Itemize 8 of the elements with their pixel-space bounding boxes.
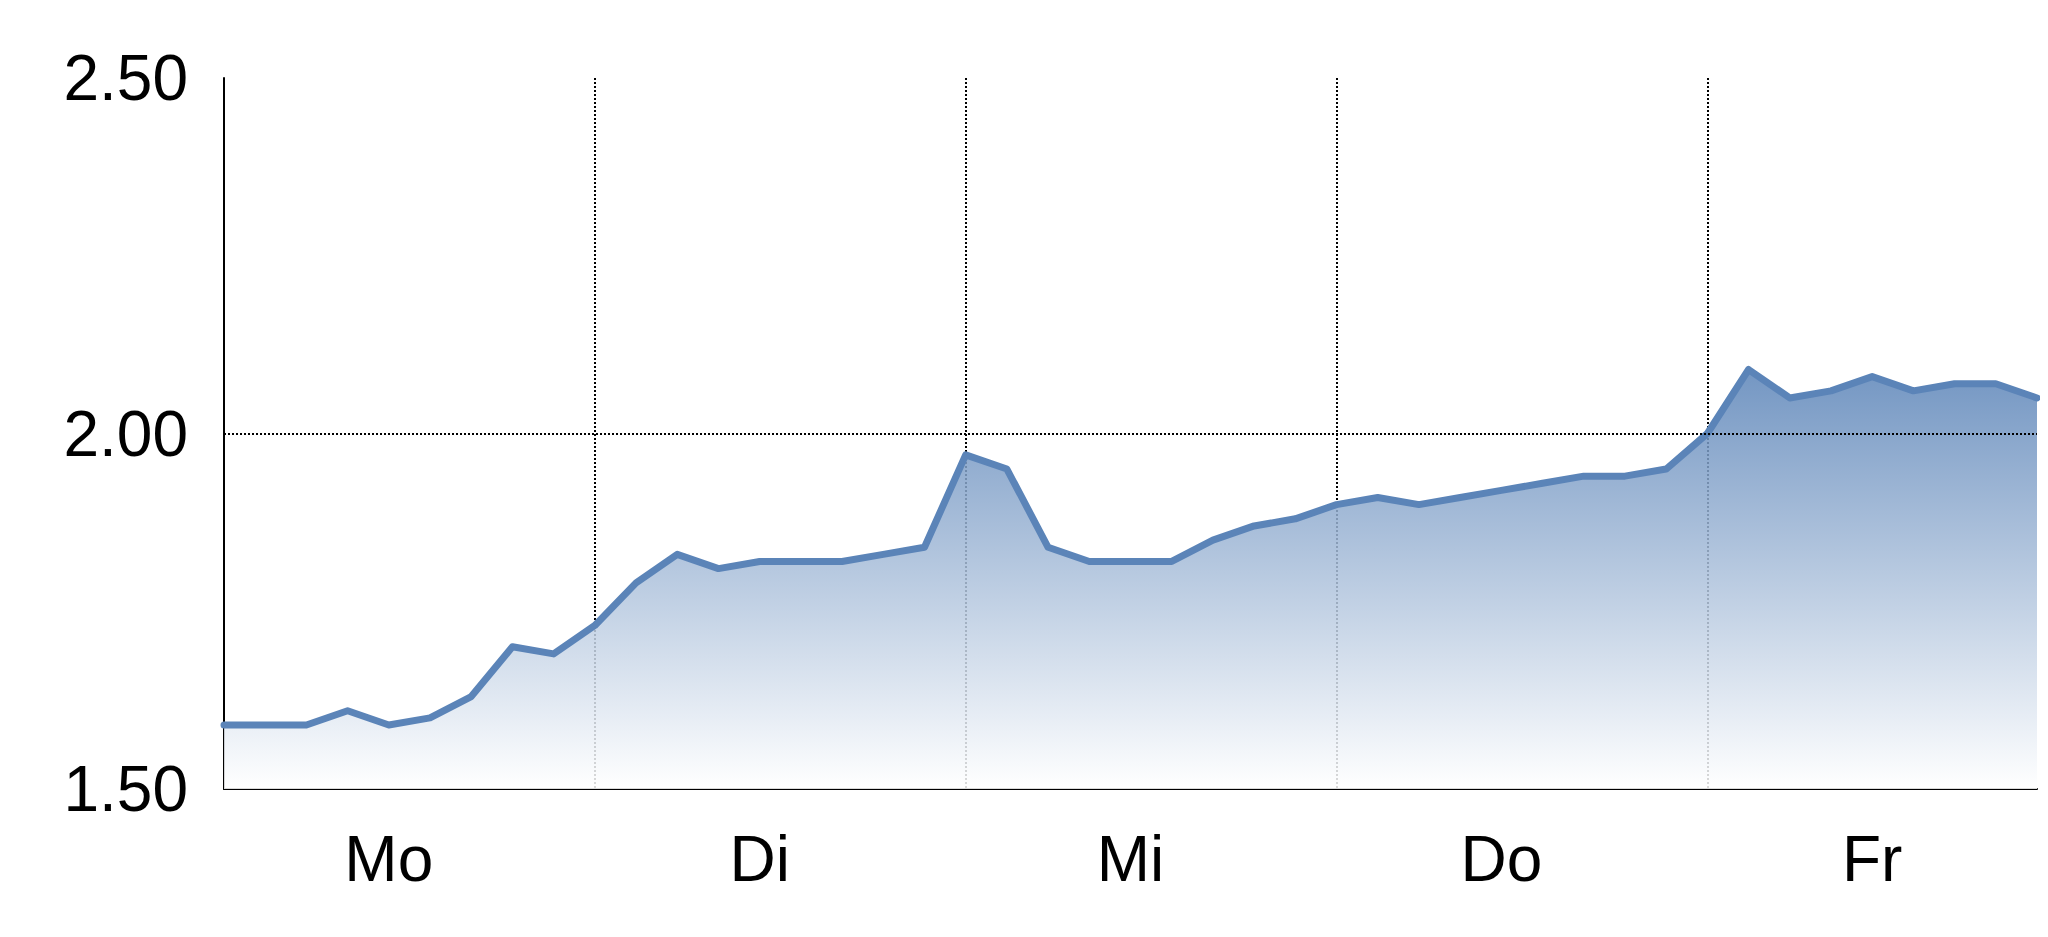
x-tick-label: Do	[1460, 823, 1543, 895]
y-tick-label: 2.00	[63, 397, 188, 470]
x-tick-label: Di	[729, 823, 790, 895]
x-tick-label: Fr	[1841, 823, 1903, 895]
x-tick-label: Mo	[344, 823, 434, 895]
y-tick-label: 1.50	[63, 753, 188, 825]
x-tick-label: Mi	[1096, 823, 1165, 895]
y-tick-label: 2.50	[63, 42, 188, 114]
